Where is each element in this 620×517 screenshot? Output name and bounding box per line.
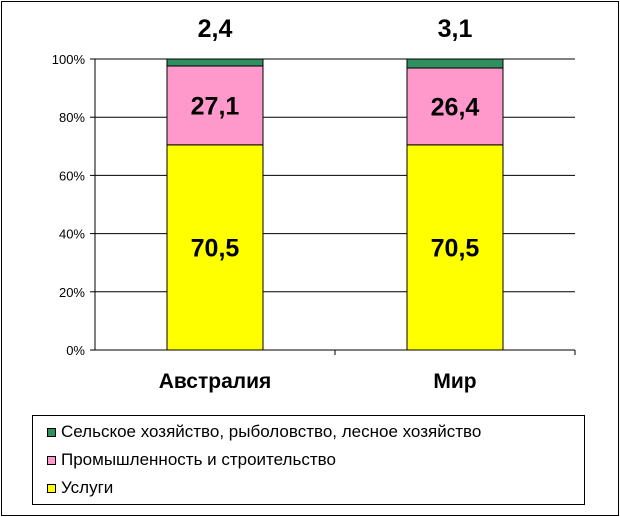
- legend-item: Сельское хозяйство, рыболовство, лесное …: [47, 421, 481, 443]
- bar-segment: [166, 65, 264, 146]
- legend-label: Сельское хозяйство, рыболовство, лесное …: [61, 422, 482, 441]
- legend-label: Промышленность и строительство: [61, 450, 336, 469]
- legend-swatch: [47, 455, 56, 465]
- legend-label: Услуги: [61, 478, 114, 497]
- data-label: 70,5: [191, 234, 240, 262]
- bar-segment: [166, 58, 264, 67]
- data-label: 3,1: [438, 15, 473, 43]
- y-tick-label: 0%: [66, 343, 85, 358]
- y-tick-label: 20%: [59, 285, 85, 300]
- y-tick-label: 40%: [59, 227, 85, 242]
- bar-segment: [166, 144, 264, 351]
- bar-segment: [406, 58, 504, 69]
- legend-item: Услуги: [47, 477, 113, 499]
- y-tick-label: 80%: [59, 110, 85, 125]
- legend-item: Промышленность и строительство: [47, 449, 336, 471]
- y-tick-label: 60%: [59, 168, 85, 183]
- chart-legend: Сельское хозяйство, рыболовство, лесное …: [32, 415, 585, 505]
- data-label: 2,4: [198, 15, 233, 43]
- legend-swatch: [47, 483, 56, 493]
- legend-swatch: [47, 427, 56, 437]
- data-label: 70,5: [431, 234, 480, 262]
- data-label: 26,4: [431, 93, 480, 121]
- data-label: 27,1: [191, 92, 240, 120]
- x-category-label: Австралия: [159, 370, 272, 393]
- x-category-label: Мир: [433, 370, 476, 393]
- y-tick-label: 100%: [52, 52, 86, 67]
- bar-segment: [406, 67, 504, 146]
- bar-segment: [406, 144, 504, 351]
